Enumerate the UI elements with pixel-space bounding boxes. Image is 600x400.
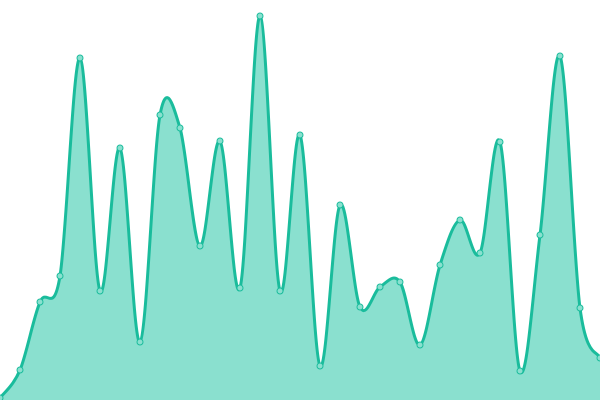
data-point-1 [16, 366, 24, 374]
data-point-11 [216, 137, 224, 145]
data-point-19 [376, 283, 384, 291]
data-point-28 [556, 52, 564, 60]
data-point-5 [96, 287, 104, 295]
data-point-13 [256, 12, 264, 20]
data-point-7 [136, 338, 144, 346]
data-point-14 [276, 287, 284, 295]
data-point-16 [316, 362, 324, 370]
data-point-3 [56, 272, 64, 280]
data-point-18 [356, 303, 364, 311]
data-point-10 [196, 242, 204, 250]
data-point-22 [436, 261, 444, 269]
series-line [0, 14, 600, 399]
data-point-0 [0, 394, 4, 400]
data-point-15 [296, 131, 304, 139]
data-point-27 [536, 231, 544, 239]
data-point-12 [236, 284, 244, 292]
data-point-24 [476, 249, 484, 257]
data-point-6 [116, 144, 124, 152]
data-point-25 [496, 138, 504, 146]
data-point-23 [456, 216, 464, 224]
data-point-4 [76, 54, 84, 62]
data-point-26 [516, 367, 524, 375]
data-point-20 [396, 278, 404, 286]
data-point-8 [156, 111, 164, 119]
data-point-9 [176, 124, 184, 132]
data-point-2 [36, 298, 44, 306]
data-point-29 [576, 304, 584, 312]
data-point-21 [416, 341, 424, 349]
data-point-17 [336, 201, 344, 209]
data-point-30 [596, 354, 600, 362]
area-fill [0, 15, 600, 400]
data-points [0, 12, 600, 400]
